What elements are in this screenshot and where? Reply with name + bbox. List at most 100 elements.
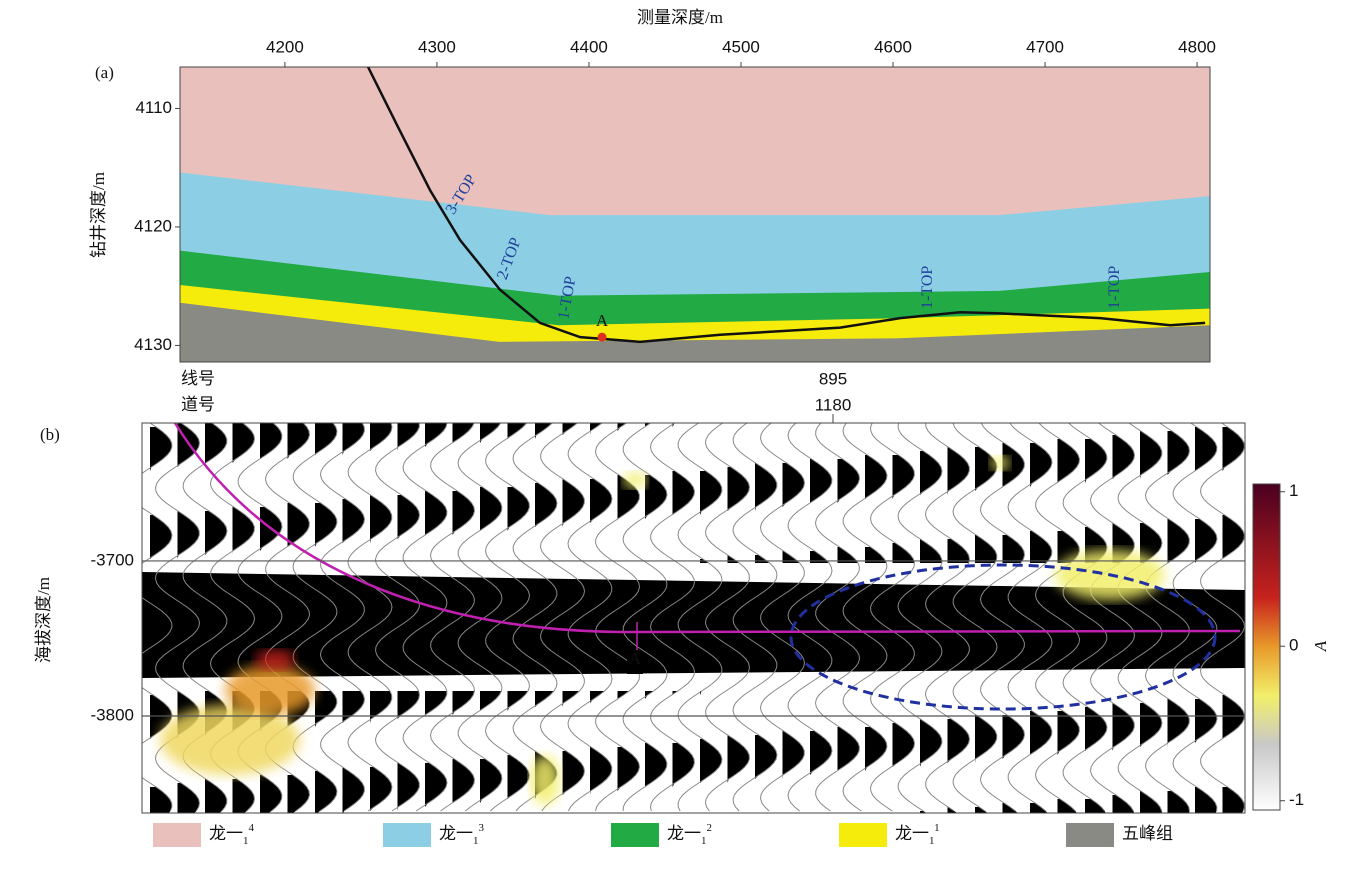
legend-label: 龙一14 [209, 822, 255, 847]
trace-fill [810, 459, 832, 775]
trace-fill [672, 423, 695, 787]
attribute-blob [255, 650, 295, 670]
legend-name: 龙一 [209, 824, 243, 843]
trace-fill [535, 423, 557, 799]
trace [622, 423, 668, 812]
marker-label: A [629, 649, 642, 668]
legend-name: 五峰组 [1122, 824, 1173, 843]
legend-label: 龙一13 [439, 822, 485, 847]
annotation: 1-TOP [919, 266, 936, 309]
well-path [173, 423, 1241, 634]
y-tick-label: -3800 [91, 705, 134, 724]
trace [897, 423, 943, 812]
trace [649, 423, 696, 812]
trace-fill [947, 447, 970, 813]
trace-fill [1140, 431, 1162, 813]
legend-swatch [153, 823, 201, 847]
trace-fill [590, 423, 612, 795]
trace [1172, 423, 1218, 812]
trace [142, 423, 173, 812]
trace-fill [1085, 439, 1107, 813]
x-tick-label: 4800 [1178, 37, 1216, 56]
trace [732, 423, 778, 812]
x-axis-label: 测量深度/m [637, 8, 723, 27]
attribute-blob [530, 755, 560, 805]
legend-sub: 1 [473, 835, 479, 847]
trace [1062, 423, 1108, 812]
attribute-blob [990, 456, 1010, 470]
legend-swatch [611, 823, 659, 847]
trace-fill [370, 423, 392, 811]
trace-fill [645, 423, 667, 787]
trace [1144, 423, 1191, 812]
trace-fill [1167, 431, 1190, 813]
y-tick-label: 4110 [135, 98, 172, 117]
attribute-blob [225, 665, 315, 715]
trace [539, 423, 586, 812]
legend-swatch [383, 823, 431, 847]
legend-sup: 1 [934, 822, 940, 834]
trace-label: 道号 [181, 395, 215, 414]
plot-frame [141, 422, 1246, 814]
legend-name: 龙一 [667, 824, 701, 843]
panel-a [180, 67, 1210, 362]
colorbar [1252, 483, 1281, 811]
trace-value: 895 [819, 369, 847, 388]
trace [814, 423, 861, 812]
trace-fill [507, 423, 530, 799]
trace-fill [1030, 443, 1052, 813]
trace [429, 423, 476, 812]
trace [677, 423, 723, 812]
annotation: 1-TOP [1106, 266, 1123, 309]
y-axis-label: 钻井深度/m [89, 172, 108, 258]
trace [842, 423, 888, 812]
legend-sub: 1 [929, 835, 934, 847]
panel-label: (b) [40, 425, 60, 444]
trace [512, 423, 558, 812]
legend-swatch [1066, 823, 1114, 847]
trace [402, 423, 448, 812]
x-tick-label: 4700 [1026, 37, 1064, 56]
y-tick-label: -3700 [91, 550, 134, 569]
trace [1199, 423, 1245, 812]
well-path [366, 67, 1206, 344]
colorbar-tick-label: 0 [1289, 636, 1298, 655]
trace [457, 423, 503, 812]
legend-sup: 4 [249, 822, 255, 834]
marker-box [627, 652, 643, 674]
attribute-blob [623, 472, 647, 488]
colorbar-label: A [1311, 640, 1330, 652]
trace [704, 423, 751, 812]
trace-fill [1057, 439, 1080, 813]
legend-sub: 1 [701, 835, 707, 847]
target-ellipse [789, 563, 1217, 711]
trace [1034, 423, 1081, 812]
trace [484, 423, 531, 812]
trace-fill [452, 423, 475, 803]
trace [1117, 423, 1163, 812]
panel-label: (a) [95, 63, 114, 82]
trace [759, 423, 806, 812]
y-tick-label: 4130 [134, 335, 172, 354]
point-label: A [596, 311, 609, 330]
trace-fill [837, 459, 860, 771]
trace-fill [1002, 443, 1025, 813]
trace-fill [892, 455, 915, 767]
y-tick-label: 4120 [134, 216, 172, 235]
trace [787, 423, 833, 812]
x-tick-label: 4400 [570, 37, 608, 56]
x-tick-label: 4300 [418, 37, 456, 56]
trace [347, 423, 393, 812]
trace-fill [1112, 435, 1135, 813]
trace-value: 1180 [815, 395, 852, 414]
colorbar-tick-label: 1 [1289, 481, 1298, 500]
x-tick-label: 4600 [874, 37, 912, 56]
trace-fill [782, 463, 805, 779]
legend-sup: 2 [707, 822, 713, 834]
x-tick-label: 4500 [722, 37, 760, 56]
trace-fill [700, 471, 722, 783]
panel-b [142, 423, 1245, 813]
legend-label: 龙一11 [895, 822, 940, 847]
x-tick-label: 4200 [266, 37, 304, 56]
trace-label: 线号 [181, 369, 215, 388]
